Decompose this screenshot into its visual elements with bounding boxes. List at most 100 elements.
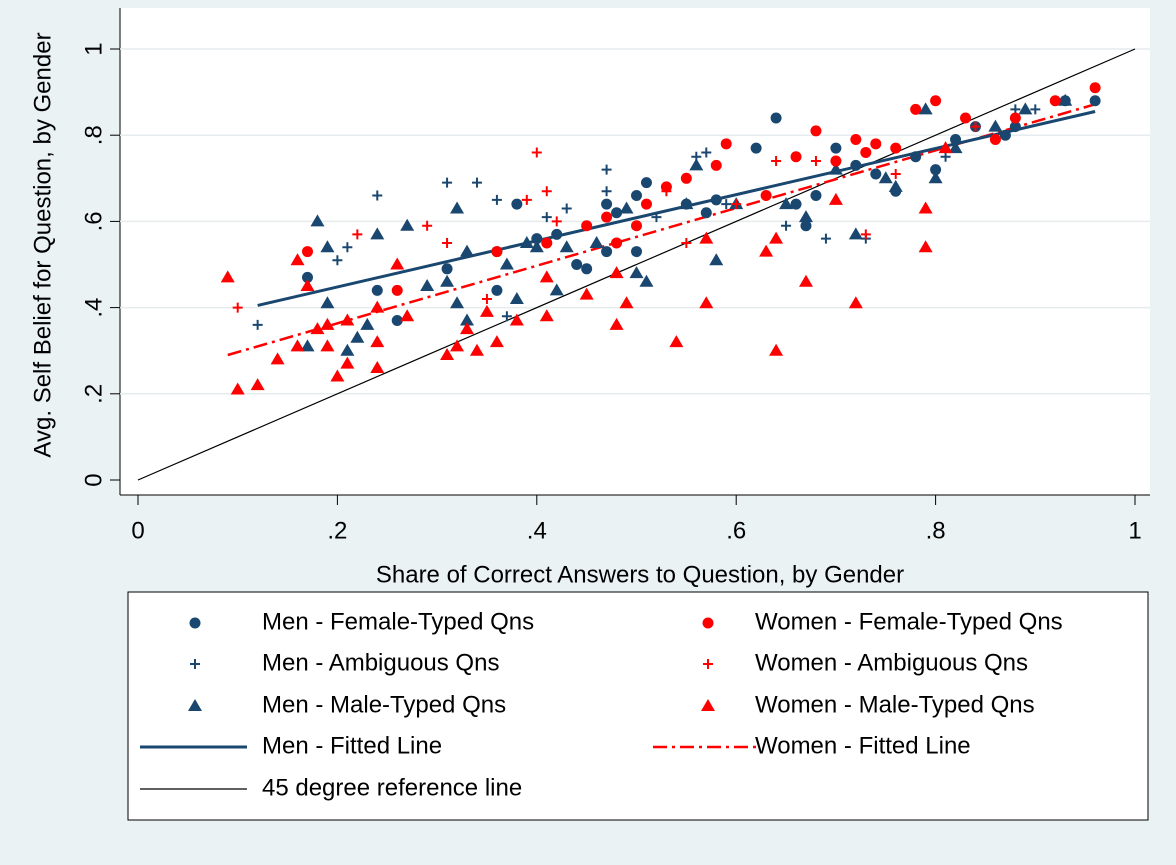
point xyxy=(320,317,335,330)
point xyxy=(769,343,784,356)
point xyxy=(561,203,572,214)
point xyxy=(509,313,524,326)
point xyxy=(601,246,613,258)
point xyxy=(720,138,732,150)
point xyxy=(679,197,694,210)
x-tick-label: .6 xyxy=(726,517,746,544)
point xyxy=(491,194,502,205)
point xyxy=(499,257,514,270)
point xyxy=(810,190,822,202)
point xyxy=(230,382,245,395)
point xyxy=(1089,95,1101,107)
point xyxy=(481,293,492,304)
point xyxy=(440,274,455,287)
point xyxy=(810,156,821,167)
y-axis-title: Avg. Self Belief for Question, by Gender xyxy=(29,32,56,457)
point xyxy=(539,270,554,283)
point xyxy=(760,190,772,202)
point xyxy=(460,313,475,326)
point xyxy=(559,240,574,253)
point xyxy=(310,214,325,227)
point xyxy=(888,179,903,192)
point xyxy=(370,227,385,240)
x-tick-label: 1 xyxy=(1128,517,1141,544)
point xyxy=(342,242,353,253)
point xyxy=(790,151,802,163)
point xyxy=(1089,82,1101,94)
point xyxy=(910,103,922,115)
legend-label: Men - Fitted Line xyxy=(262,732,442,759)
point xyxy=(629,266,644,279)
point xyxy=(699,296,714,309)
point xyxy=(442,237,453,248)
x-tick-label: 0 xyxy=(131,517,144,544)
legend-label: Men - Ambiguous Qns xyxy=(262,649,499,676)
point xyxy=(541,186,552,197)
point xyxy=(290,253,305,266)
legend-label: Men - Male-Typed Qns xyxy=(262,691,506,718)
point xyxy=(371,284,383,296)
point xyxy=(531,147,542,158)
legend-label: Women - Female-Typed Qns xyxy=(755,608,1063,635)
point xyxy=(701,147,712,158)
point xyxy=(370,360,385,373)
point xyxy=(651,212,662,223)
point xyxy=(848,296,863,309)
point xyxy=(450,296,465,309)
point xyxy=(699,231,714,244)
point xyxy=(531,233,543,245)
point xyxy=(320,296,335,309)
legend-swatch xyxy=(188,699,202,711)
point xyxy=(640,198,652,210)
y-tick-label: 1 xyxy=(80,42,107,55)
point xyxy=(870,138,882,150)
point xyxy=(918,240,933,253)
legend-label: Women - Fitted Line xyxy=(755,732,971,759)
point xyxy=(611,207,623,219)
point xyxy=(539,309,554,322)
point xyxy=(1030,104,1041,115)
point xyxy=(601,198,613,210)
point xyxy=(450,201,465,214)
point xyxy=(1018,102,1033,115)
point xyxy=(440,348,455,361)
legend-swatch xyxy=(190,659,200,669)
point xyxy=(360,317,375,330)
point xyxy=(601,186,612,197)
point xyxy=(611,237,623,249)
point xyxy=(609,317,624,330)
point xyxy=(1049,95,1061,107)
point xyxy=(372,190,383,201)
point xyxy=(700,207,712,219)
point xyxy=(581,220,593,232)
point xyxy=(988,119,1003,132)
point xyxy=(940,151,951,162)
point xyxy=(928,171,943,184)
point xyxy=(830,142,842,154)
point xyxy=(441,263,453,275)
point xyxy=(850,134,862,146)
point xyxy=(509,291,524,304)
x-tick-label: .8 xyxy=(926,517,946,544)
point xyxy=(301,271,313,283)
x-axis-title: Share of Correct Answers to Question, by… xyxy=(376,561,904,588)
legend-swatch xyxy=(703,659,713,669)
point xyxy=(460,322,475,335)
point xyxy=(870,168,882,180)
point xyxy=(400,218,415,231)
point xyxy=(771,156,782,167)
point xyxy=(391,284,403,296)
point xyxy=(579,287,594,300)
point xyxy=(310,322,325,335)
y-tick-label: .6 xyxy=(80,211,107,231)
point xyxy=(340,356,355,369)
y-tick-label: .4 xyxy=(80,298,107,318)
point xyxy=(689,158,704,171)
point xyxy=(491,284,503,296)
point xyxy=(731,199,742,210)
legend-swatch xyxy=(702,617,714,629)
point xyxy=(918,201,933,214)
point xyxy=(551,216,562,227)
